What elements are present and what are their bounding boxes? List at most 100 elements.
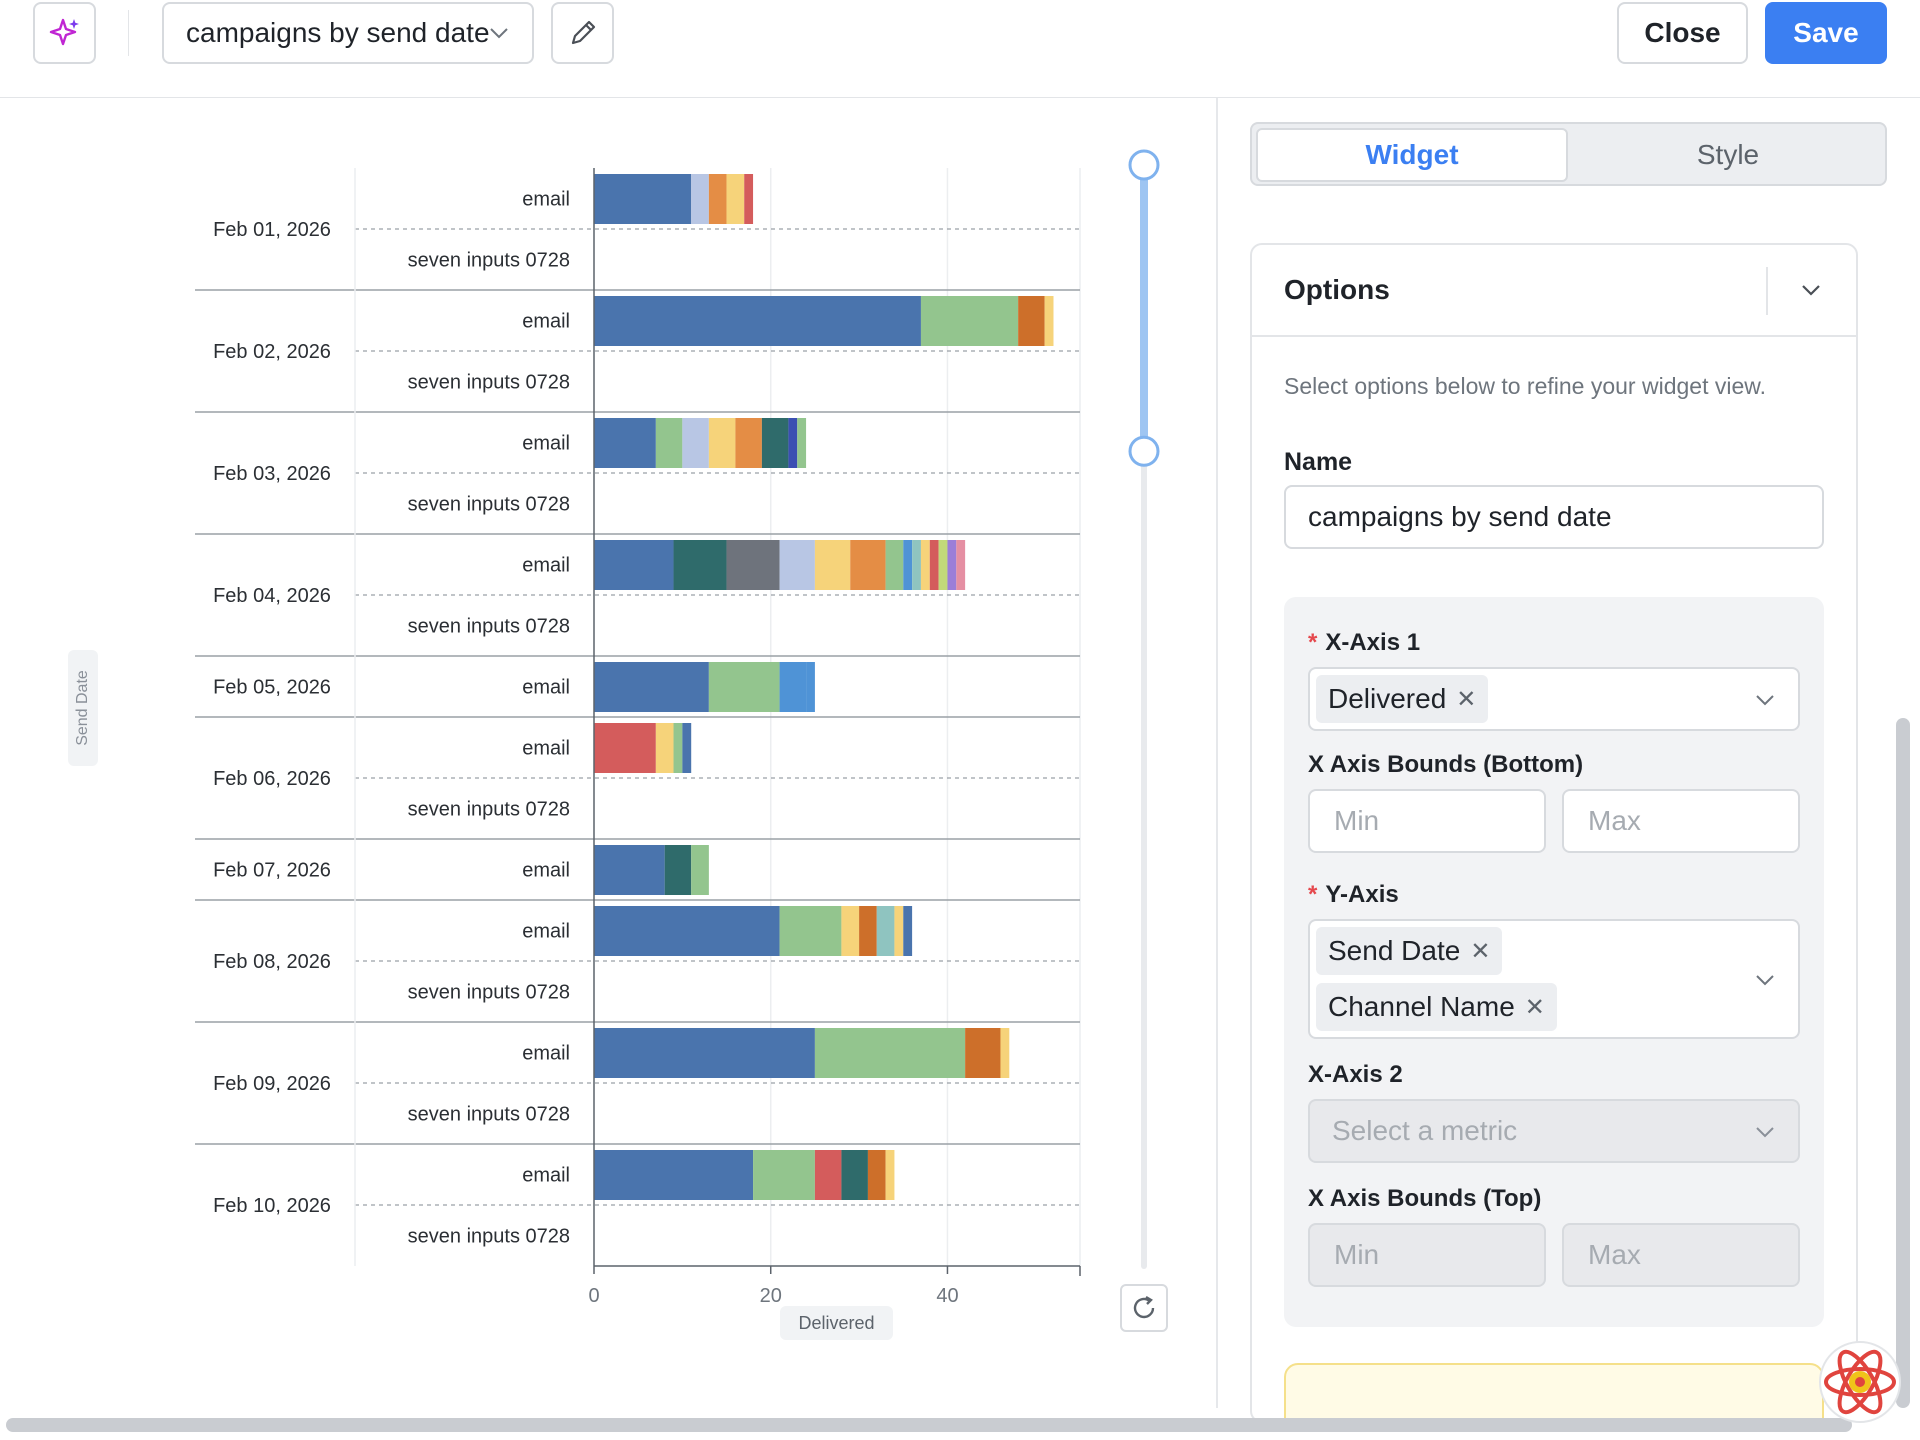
widget-title-select[interactable]: campaigns by send date [162,2,534,64]
x-bounds-bottom-min[interactable]: Min [1308,789,1546,853]
bar-segment [726,174,745,224]
edit-title-button[interactable] [551,2,614,64]
x-bounds-bottom-label: X Axis Bounds (Bottom) [1308,751,1584,778]
bar-segment [841,906,860,956]
y-axis-title: Send Date [68,650,98,766]
pencil-icon [571,20,595,45]
close-button[interactable]: Close [1617,2,1748,64]
options-hint: Select options below to refine your widg… [1284,373,1766,399]
y-tick-label-channel: email [522,555,570,577]
x-bounds-top-min[interactable]: Min [1308,1223,1546,1287]
bar-segment [655,418,683,468]
bar-segment [850,540,886,590]
y-tick-label-channel: email [522,921,570,943]
remove-tag-icon[interactable]: ✕ [1524,993,1545,1021]
bar-segment [947,540,957,590]
bar-segment [708,174,727,224]
remove-tag-icon[interactable]: ✕ [1470,937,1491,965]
chevron-down-icon [490,28,508,39]
required-marker: * [1308,629,1318,656]
y-tick-label-date: Feb 06, 2026 [213,768,331,790]
x-bounds-bottom-max[interactable]: Max [1562,789,1800,853]
bar-segment [594,662,709,712]
vertical-scrollbar[interactable] [1896,718,1910,1408]
tab-widget[interactable]: Widget [1256,128,1568,182]
bar-segment [956,540,966,590]
y-tick-label-date: Feb 05, 2026 [213,677,331,699]
x-axis-1-select[interactable]: Delivered ✕ [1308,667,1800,731]
y-tick-label-channel: email [522,1165,570,1187]
x-axis-2-label: X-Axis 2 [1308,1061,1403,1088]
name-label: Name [1284,448,1353,476]
bar-segment [779,906,842,956]
bar-segment [655,723,674,773]
horizontal-scrollbar[interactable] [6,1418,1852,1432]
y-axis-label: * Y-Axis [1308,881,1399,908]
bar-segment [691,174,709,224]
options-header[interactable]: Options [1252,245,1856,337]
bar-segment [779,662,807,712]
bar-segment [920,540,930,590]
refresh-icon [1133,1295,1155,1319]
x-axis-1-label: * X-Axis 1 [1308,629,1421,656]
y-tick-label-channel: email [522,433,570,455]
bar-segment [929,540,939,590]
bar-segment [744,174,754,224]
save-button[interactable]: Save [1765,2,1887,64]
tab-style[interactable]: Style [1696,139,1760,170]
zoom-slider-handle-start [1128,149,1160,181]
bar-segment [594,540,674,590]
chevron-down-icon [1756,975,1774,986]
bar-segment [806,662,815,712]
y-tick-label-channel: seven inputs 0728 [408,1104,570,1126]
bar-segment [594,174,692,224]
required-marker: * [1308,881,1318,908]
axis-settings-group: * X-Axis 1 Delivered ✕ X Axis Bounds (Bot… [1284,597,1824,1327]
name-value: campaigns by send date [1308,501,1612,532]
panel-divider [1216,98,1218,1408]
ai-assist-button[interactable] [33,2,96,64]
bar-segment [885,1150,895,1200]
bar-segment [894,906,904,956]
y-tick-label-channel: email [522,860,570,882]
bar-segment [594,906,780,956]
bar-segment [938,540,948,590]
bar-segment [682,418,709,468]
bar-segment [797,418,807,468]
bar-segment [726,540,780,590]
bar-segment [912,540,921,590]
bar-segment [594,296,921,346]
y-tick-label-channel: seven inputs 0728 [408,616,570,638]
y-tick-label-date: Feb 02, 2026 [213,341,331,363]
header-divider [1766,267,1768,315]
bar-segment [594,1028,815,1078]
bar-segment [594,845,665,895]
y-tick-label-channel: email [522,677,570,699]
y-tick-label-date: Feb 10, 2026 [213,1195,331,1217]
y-tick-label-channel: seven inputs 0728 [408,799,570,821]
bar-segment [859,906,877,956]
y-tick-label-channel: seven inputs 0728 [408,372,570,394]
remove-tag-icon[interactable]: ✕ [1456,685,1477,713]
x-tick-label: 0 [588,1285,599,1307]
toolbar-divider [128,10,129,56]
y-tick-label-channel: email [522,1043,570,1065]
react-devtools-icon[interactable] [1818,1340,1902,1424]
options-section: Options Select options below to refine y… [1250,243,1858,1423]
bar-segment [682,723,692,773]
x-bounds-top-max[interactable]: Max [1562,1223,1800,1287]
reset-zoom-button[interactable] [1120,1284,1168,1332]
top-toolbar: campaigns by send date Close Save [0,0,1920,98]
bar-segment [779,540,815,590]
x-axis-2-select[interactable]: Select a metric [1308,1099,1800,1163]
bar-segment [594,1150,754,1200]
panel-tabs: Widget Style [1250,122,1887,186]
tag-delivered: Delivered ✕ [1316,675,1489,723]
name-input[interactable]: campaigns by send date [1284,485,1824,549]
tag-send-date: Send Date ✕ [1316,927,1503,975]
y-axis-select[interactable]: Send Date ✕ Channel Name ✕ [1308,919,1800,1039]
bar-segment [673,540,727,590]
bar-segment [841,1150,868,1200]
bar-segment [903,906,913,956]
chevron-down-icon[interactable] [1800,279,1822,301]
